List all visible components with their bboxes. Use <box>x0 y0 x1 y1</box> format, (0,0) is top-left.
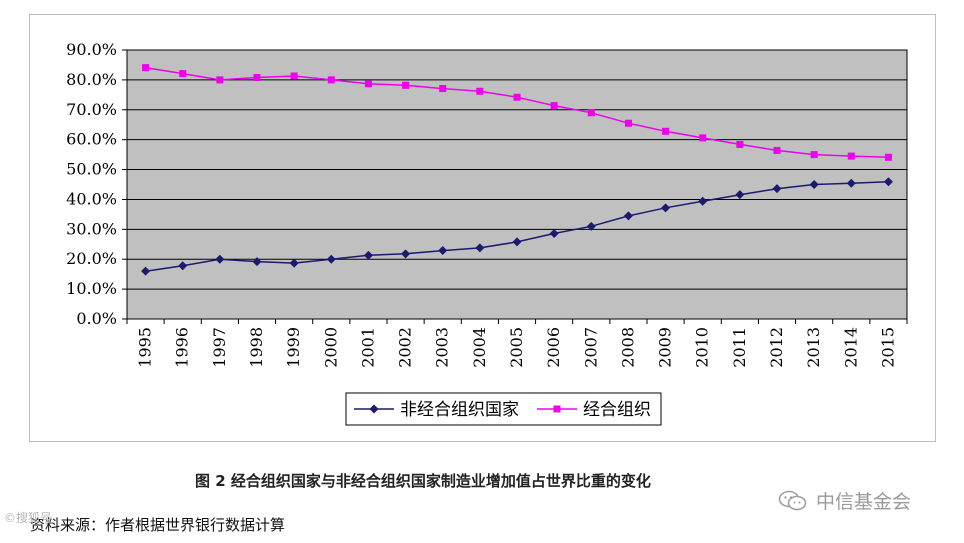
data-point <box>327 76 335 84</box>
wechat-icon <box>778 490 807 510</box>
x-tick-label: 2012 <box>767 327 786 368</box>
watermark-left: ©搜狐号 <box>4 511 53 525</box>
data-point <box>402 81 410 89</box>
data-point <box>772 184 782 194</box>
y-tick-label: 80.0% <box>66 70 117 89</box>
data-point <box>326 254 336 264</box>
x-tick-label: 2003 <box>433 327 452 368</box>
series-2 <box>142 64 892 161</box>
y-tick-label: 10.0% <box>66 279 117 298</box>
data-point <box>401 249 411 259</box>
y-tick-label: 0.0% <box>76 309 117 328</box>
data-point <box>215 254 225 264</box>
data-point <box>846 178 856 188</box>
data-point <box>178 261 188 271</box>
y-tick-label: 40.0% <box>66 189 117 208</box>
data-point <box>290 72 298 80</box>
data-point <box>847 152 855 160</box>
data-point <box>364 80 372 88</box>
data-point <box>550 102 558 110</box>
legend-entry: 经合组织 <box>537 400 651 420</box>
x-tick-label: 2001 <box>358 327 377 368</box>
x-tick-label: 2000 <box>321 327 340 368</box>
data-point <box>736 140 744 148</box>
legend-entry: 非经合组织国家 <box>354 400 519 420</box>
data-point <box>289 258 299 268</box>
watermark-brand-text: 中信基金会 <box>816 491 912 513</box>
legend-marker <box>369 404 379 414</box>
y-tick-label: 20.0% <box>66 249 117 268</box>
x-tick-label: 2013 <box>804 327 823 368</box>
x-tick-label: 2008 <box>618 327 637 368</box>
x-tick-label: 2004 <box>470 327 489 368</box>
y-tick-label: 70.0% <box>66 100 117 119</box>
y-tick-label: 90.0% <box>66 40 117 59</box>
chart-frame: 0.0% 10.0% 20.0% 30.0% 40.0% 50.0% 60.0% 70.0% 8… <box>29 14 936 442</box>
x-tick-label: 2010 <box>693 327 712 368</box>
watermark-brand: 中信基金会 <box>778 487 911 514</box>
legend-label: 经合组织 <box>583 400 651 420</box>
data-point <box>252 257 262 267</box>
x-tick-label: 1995 <box>136 327 155 368</box>
data-point <box>624 119 632 127</box>
x-tick-label: 2007 <box>581 327 600 368</box>
data-point <box>142 64 150 72</box>
y-tick-label: 30.0% <box>66 219 117 238</box>
figure-caption: 图 2 经合组织国家与非经合组织国家制造业增加值占世界比重的变化 <box>195 472 651 490</box>
data-point <box>363 250 373 260</box>
data-point <box>884 153 892 161</box>
x-tick-label: 2005 <box>507 327 526 368</box>
data-source-note: 资料来源：作者根据世界银行数据计算 <box>30 516 286 534</box>
y-tick-label: 60.0% <box>66 130 117 149</box>
data-point <box>883 177 893 187</box>
legend-marker <box>553 405 561 413</box>
x-tick-label: 1998 <box>247 327 266 368</box>
data-point <box>699 134 707 142</box>
data-point <box>773 146 781 154</box>
data-point <box>623 211 633 221</box>
data-point <box>586 221 596 231</box>
data-point <box>662 127 670 135</box>
data-point <box>439 85 447 93</box>
data-point <box>810 151 818 159</box>
data-point <box>476 87 484 95</box>
data-point <box>661 203 671 213</box>
data-point <box>438 246 448 256</box>
x-tick-label: 2006 <box>544 327 563 368</box>
y-tick-label: 50.0% <box>66 160 117 179</box>
x-tick-label: 2009 <box>656 327 675 368</box>
legend-box <box>345 392 662 426</box>
data-point <box>698 196 708 206</box>
data-point <box>735 190 745 200</box>
x-tick-label: 2014 <box>841 327 860 368</box>
x-tick-label: 1999 <box>284 327 303 368</box>
data-point <box>216 76 224 84</box>
legend-label: 非经合组织国家 <box>400 400 519 420</box>
x-tick-label: 2011 <box>730 327 749 368</box>
x-tick-label: 2002 <box>396 327 415 368</box>
data-point <box>809 180 819 189</box>
data-point <box>141 266 151 276</box>
data-point <box>587 109 595 117</box>
data-point <box>512 237 522 247</box>
x-tick-label: 1996 <box>173 327 192 368</box>
series-1 <box>141 177 893 276</box>
data-point <box>549 229 559 239</box>
x-tick-label: 2015 <box>878 327 897 368</box>
plot-area <box>126 49 908 320</box>
data-point <box>513 93 521 101</box>
line-chart: 0.0% 10.0% 20.0% 30.0% 40.0% 50.0% 60.0% 70.0% 8… <box>66 40 908 426</box>
data-point <box>179 70 187 78</box>
x-tick-label: 1997 <box>210 327 229 368</box>
data-point <box>253 73 261 81</box>
data-point <box>475 243 485 253</box>
